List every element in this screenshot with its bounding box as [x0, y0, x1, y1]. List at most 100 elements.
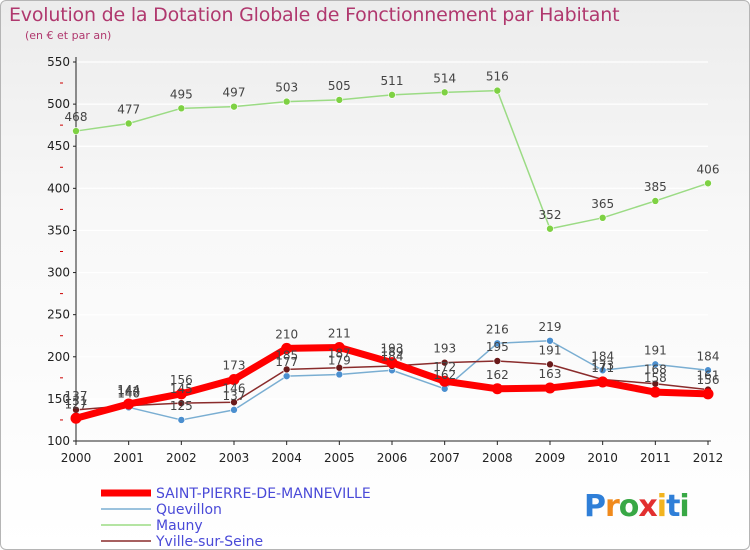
data-label: 385 [644, 180, 667, 194]
data-point [651, 197, 660, 205]
data-label: 468 [65, 110, 88, 124]
x-tick-label: 2009 [535, 451, 566, 465]
data-point [491, 383, 503, 395]
data-point [704, 179, 712, 188]
series-layer [70, 86, 714, 424]
x-tick-label: 2010 [587, 451, 618, 465]
logo-letter: o [618, 489, 640, 524]
logo-letter: x [638, 489, 657, 524]
data-point [177, 104, 186, 113]
data-label: 189 [381, 345, 404, 359]
chart-subtitle: (en € et par an) [25, 29, 112, 42]
data-point [177, 399, 186, 407]
logo-letter: P [584, 489, 606, 524]
data-label: 168 [644, 363, 667, 377]
data-label: 195 [486, 340, 509, 354]
data-label: 125 [170, 399, 193, 413]
data-labels-layer: 131 140 125 137 177 179 184 162 216 219 184 191 184 4… [65, 70, 720, 413]
data-label: 184 [591, 349, 614, 363]
data-label: 193 [433, 342, 456, 356]
data-label: 216 [486, 322, 509, 336]
data-point [72, 127, 80, 135]
data-point [649, 386, 661, 398]
data-label: 406 [697, 162, 720, 176]
legend-item-label: Quevillon [156, 502, 222, 518]
x-tick-label: 2000 [61, 451, 92, 465]
data-label: 505 [328, 79, 351, 93]
data-point [175, 388, 187, 400]
data-point [230, 102, 238, 111]
data-label: 185 [275, 348, 298, 362]
y-tick-label: 100 [47, 434, 70, 448]
data-point [493, 339, 502, 348]
data-point [123, 398, 135, 410]
y-tick-label: 200 [47, 350, 70, 364]
data-label: 161 [697, 369, 720, 383]
data-label: 144 [117, 383, 140, 397]
logo-letter: r [605, 489, 620, 524]
proxiti-logo: Proxiti [584, 489, 690, 524]
data-point [493, 86, 502, 95]
x-tick-label: 2003 [219, 451, 250, 465]
data-point [230, 398, 238, 407]
data-point [177, 416, 186, 424]
data-point [597, 376, 609, 388]
data-point [440, 358, 449, 367]
logo-letter: i [656, 489, 667, 524]
y-tick-label: 150 [47, 392, 70, 406]
data-point [282, 97, 291, 106]
data-label: 137 [65, 389, 88, 403]
data-label: 156 [697, 373, 720, 387]
y-tick-label: 550 [47, 55, 70, 69]
data-point [335, 96, 344, 104]
data-point [281, 342, 293, 354]
data-label: 477 [117, 102, 140, 116]
data-label: 503 [275, 81, 298, 95]
data-label: 145 [170, 382, 193, 396]
data-label: 495 [170, 87, 193, 101]
data-label: 191 [539, 343, 562, 357]
data-label: 511 [381, 74, 404, 88]
data-point [282, 372, 291, 380]
legend-item-label: Yville-sur-Seine [155, 534, 263, 549]
x-tick-label: 2008 [482, 451, 513, 465]
data-point [546, 336, 554, 345]
data-label: 171 [591, 361, 614, 375]
data-label: 137 [223, 389, 246, 403]
data-point [228, 374, 240, 386]
data-label: 131 [65, 394, 88, 408]
data-label: 173 [223, 359, 246, 373]
data-label: 172 [433, 360, 456, 374]
legend-item-label: SAINT-PIERRE-DE-MANNEVILLE [156, 486, 371, 502]
data-label: 497 [223, 86, 246, 100]
legend-item-label: Mauny [156, 518, 203, 534]
logo-letter: i [679, 489, 689, 524]
data-label: 184 [381, 349, 404, 363]
data-label: 162 [433, 368, 456, 382]
data-label: 193 [381, 342, 404, 356]
data-point [598, 214, 607, 222]
x-tick-label: 2011 [640, 451, 671, 465]
data-point [282, 365, 291, 374]
data-label: 184 [697, 349, 720, 363]
data-point [493, 357, 502, 365]
data-point [333, 342, 345, 354]
data-point [70, 412, 82, 424]
data-label: 211 [328, 327, 351, 341]
data-point [546, 360, 554, 369]
data-label: 516 [486, 70, 509, 84]
x-tick-label: 2005 [324, 451, 355, 465]
data-label: 173 [591, 359, 614, 373]
x-tick-label: 2006 [377, 451, 408, 465]
data-point [440, 88, 449, 97]
data-label: 179 [328, 353, 351, 367]
data-label: 352 [539, 208, 562, 222]
data-point [439, 375, 451, 387]
data-point [335, 370, 344, 379]
data-point [230, 406, 238, 414]
y-tick-label: 300 [47, 266, 70, 280]
y-tick-label: 500 [47, 97, 70, 111]
data-point [544, 382, 556, 394]
data-label: 177 [275, 355, 298, 369]
